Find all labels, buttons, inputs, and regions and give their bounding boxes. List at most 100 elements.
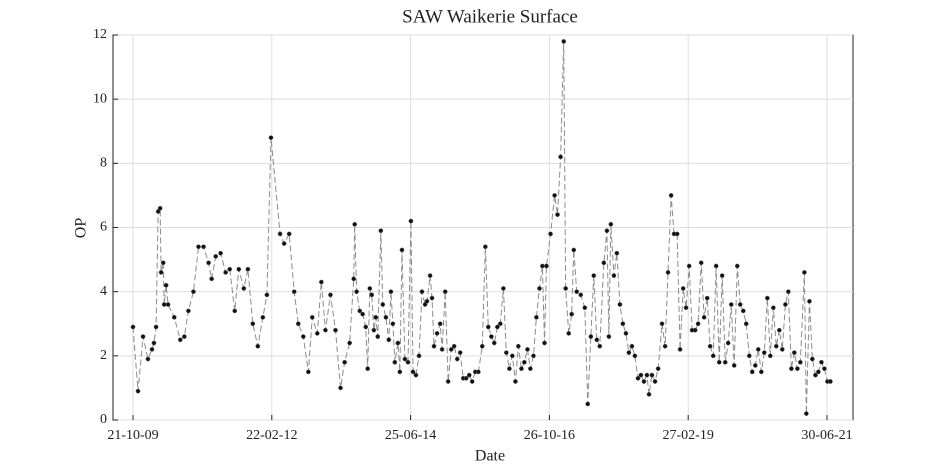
data-point: [822, 366, 827, 372]
data-point: [153, 324, 159, 330]
data-point: [791, 350, 797, 355]
data-point: [719, 273, 725, 278]
data-point: [635, 375, 641, 381]
data-point: [701, 314, 707, 320]
data-point: [367, 286, 373, 291]
data-point: [528, 366, 533, 372]
data-point: [466, 372, 472, 378]
data-point: [371, 327, 377, 333]
data-point: [218, 250, 223, 256]
data-point: [277, 231, 283, 237]
x-tick-label: 30-06-21: [801, 428, 852, 443]
data-point: [534, 314, 539, 320]
data-point: [740, 308, 746, 314]
data-point: [158, 270, 164, 275]
data-point: [623, 331, 629, 336]
data-point: [704, 295, 710, 301]
data-point: [644, 372, 650, 378]
data-point: [410, 369, 416, 375]
data-point: [145, 356, 151, 362]
data-point: [424, 298, 430, 304]
data-point: [620, 321, 626, 327]
data-point: [177, 337, 183, 343]
data-point: [816, 369, 821, 375]
data-point: [386, 337, 392, 343]
data-point: [722, 359, 728, 365]
data-point: [201, 244, 206, 250]
data-point: [463, 375, 469, 381]
data-point: [209, 276, 215, 282]
data-point: [363, 324, 369, 330]
data-point: [264, 292, 270, 298]
data-point: [295, 321, 301, 327]
data-point: [785, 289, 791, 295]
data-point: [223, 270, 228, 275]
data-point: [232, 308, 238, 314]
data-point: [347, 340, 352, 346]
data-point: [191, 289, 196, 295]
data-point: [227, 266, 233, 272]
data-point: [378, 228, 384, 234]
data-point: [375, 334, 381, 339]
data-point: [161, 302, 167, 307]
data-point: [338, 385, 343, 391]
data-point: [558, 154, 563, 160]
data-point: [674, 231, 680, 237]
data-point: [519, 366, 524, 372]
data-point: [804, 411, 809, 416]
data-point: [360, 311, 365, 317]
y-axis-label: OP: [73, 218, 90, 239]
data-point: [734, 263, 740, 269]
data-point: [507, 366, 512, 372]
data-point: [582, 305, 588, 311]
data-point: [659, 321, 665, 327]
data-point: [365, 366, 371, 372]
data-point: [497, 321, 503, 327]
data-point: [617, 302, 623, 307]
data-point: [707, 343, 713, 349]
data-point: [373, 314, 379, 320]
data-point: [402, 356, 408, 362]
data-point: [783, 302, 788, 307]
data-point: [369, 292, 375, 298]
data-point: [591, 273, 597, 278]
data-point: [819, 359, 824, 365]
data-point: [548, 231, 553, 237]
data-point: [698, 260, 704, 266]
data-point: [186, 308, 191, 314]
data-point: [392, 359, 398, 365]
data-point: [544, 263, 549, 269]
data-point: [608, 221, 614, 227]
data-point: [578, 292, 584, 298]
data-point: [777, 327, 782, 333]
data-point: [569, 311, 575, 317]
data-point: [395, 340, 401, 346]
data-point: [540, 263, 545, 269]
data-point: [614, 250, 620, 256]
data-point: [160, 260, 166, 266]
data-point: [655, 366, 661, 372]
data-point: [427, 273, 433, 278]
data-point: [390, 321, 396, 327]
data-point: [725, 340, 731, 346]
y-tick-label: 6: [100, 220, 107, 235]
data-point: [429, 295, 435, 301]
data-point: [476, 369, 481, 375]
data-point: [692, 327, 698, 333]
data-point: [585, 401, 591, 407]
data-point: [662, 343, 668, 349]
data-point: [352, 221, 358, 227]
data-point: [445, 379, 451, 384]
data-point: [764, 295, 770, 301]
data-point: [604, 228, 610, 234]
data-point: [268, 135, 274, 141]
data-point: [752, 363, 758, 368]
data-point: [680, 286, 686, 291]
data-point: [165, 302, 171, 307]
x-tick-label: 27-02-19: [663, 428, 714, 443]
data-point: [383, 314, 389, 320]
data-point: [632, 353, 638, 359]
data-point: [151, 340, 157, 346]
data-point: [479, 343, 485, 349]
